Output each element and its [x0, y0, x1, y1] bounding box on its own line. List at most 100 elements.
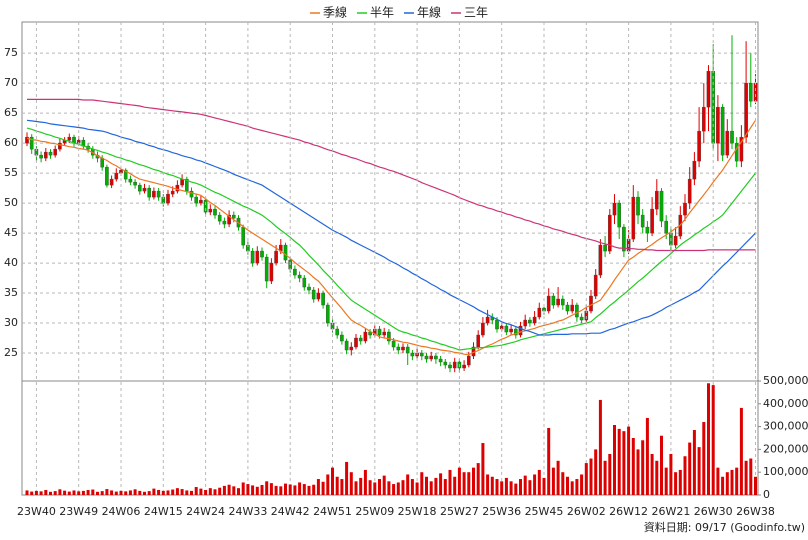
volume-bar — [472, 467, 475, 495]
x-tick-label: 23W49 — [59, 505, 98, 518]
moving-average-line — [26, 119, 756, 336]
candle-body — [208, 208, 213, 213]
candle-body — [462, 364, 466, 369]
volume-bar — [566, 476, 569, 495]
y2-tick-label: 0 — [763, 488, 770, 501]
x-tick-label: 26W38 — [736, 505, 775, 518]
candle-body — [128, 178, 133, 183]
y2-tick-label: 100,000 — [763, 465, 808, 478]
volume-bar — [594, 449, 598, 495]
volume-bar — [580, 474, 584, 495]
candle-body — [133, 181, 137, 186]
volume-bar — [514, 483, 518, 495]
volume-bar — [255, 486, 259, 495]
candle-body — [114, 172, 119, 180]
volume-bar — [486, 474, 490, 495]
candle-body — [217, 214, 222, 222]
volume-bar — [608, 453, 612, 495]
volume-bar — [307, 485, 311, 495]
candle-body — [410, 352, 415, 357]
y2-tick-label: 400,000 — [763, 397, 808, 410]
volume-bar — [702, 422, 706, 495]
volume-bar — [237, 488, 240, 495]
candle-body — [467, 355, 471, 366]
x-tick-label: 26W02 — [567, 505, 606, 518]
volume-bar — [603, 460, 607, 495]
candle-body — [744, 82, 748, 138]
candle-body — [274, 250, 278, 264]
volume-bar — [279, 486, 283, 495]
volume-bar — [157, 489, 161, 495]
volume-bar — [664, 467, 668, 495]
footer: 資料日期: 09/17 (Goodinfo.tw) — [644, 520, 805, 534]
candle-body — [485, 316, 490, 324]
volume-bar — [613, 425, 616, 495]
candle-body — [387, 331, 391, 342]
volume-bar — [707, 383, 710, 495]
legend-label: 三年 — [464, 6, 488, 20]
x-tick-label: 24W15 — [144, 505, 183, 518]
candle-body — [725, 130, 730, 156]
candle-body — [424, 355, 429, 360]
candle-body — [551, 295, 556, 306]
candle-body — [749, 82, 753, 102]
volume-bar — [570, 481, 574, 495]
volume-bar — [288, 484, 292, 495]
candle-body — [293, 268, 297, 276]
candle-body — [579, 316, 584, 321]
x-tick-label: 25W45 — [525, 505, 564, 518]
x-tick-label: 24W24 — [186, 505, 225, 518]
volume-bar — [81, 490, 85, 495]
volume-bar — [143, 491, 146, 495]
volume-bar — [683, 456, 687, 495]
volume-bar — [161, 490, 165, 495]
candle-body — [730, 130, 734, 144]
volume-bar — [119, 490, 123, 495]
volume-bar — [100, 491, 104, 495]
volume-bar — [406, 474, 410, 495]
volume-bar — [528, 480, 532, 495]
volume-bar — [439, 473, 443, 495]
candle-body — [452, 361, 457, 369]
volume-bar — [476, 463, 480, 495]
volume-bar — [246, 484, 250, 495]
volume-bar — [537, 469, 541, 495]
x-tick-label: 24W51 — [313, 505, 352, 518]
candle-body — [283, 244, 288, 261]
volume-bar — [650, 453, 654, 495]
candle-body — [382, 331, 387, 336]
volume-bar — [67, 491, 71, 495]
volume-bar — [227, 484, 231, 495]
candle-body — [514, 328, 518, 336]
volume-bar — [420, 472, 424, 495]
candle-body — [363, 331, 368, 342]
y-tick-label: 55 — [4, 166, 18, 179]
candle-body — [697, 130, 701, 162]
volume-bar — [185, 490, 189, 495]
volume-bar — [547, 427, 551, 495]
candle-body — [608, 214, 612, 252]
volume-bar — [655, 460, 659, 495]
candle-body — [137, 184, 142, 192]
volume-bar — [260, 484, 264, 495]
candle-body — [307, 286, 311, 291]
y2-tick-label: 500,000 — [763, 374, 808, 387]
candle-body — [570, 304, 574, 312]
candle-body — [683, 202, 687, 216]
volume-bar — [96, 491, 99, 495]
volume-bar — [730, 469, 734, 495]
candle-body — [650, 208, 654, 234]
candle-body — [673, 235, 678, 246]
volume-bar — [128, 490, 132, 495]
candle-body — [311, 289, 316, 300]
volume-bar — [222, 485, 226, 495]
volume-bar — [105, 489, 109, 495]
volume-bar — [241, 482, 245, 495]
volume-bar — [312, 484, 316, 495]
y-tick-label: 65 — [4, 106, 18, 119]
volume-bar — [443, 479, 447, 495]
candle-body — [645, 226, 650, 234]
candle-body — [264, 256, 269, 282]
legend-label: 半年 — [370, 6, 394, 20]
